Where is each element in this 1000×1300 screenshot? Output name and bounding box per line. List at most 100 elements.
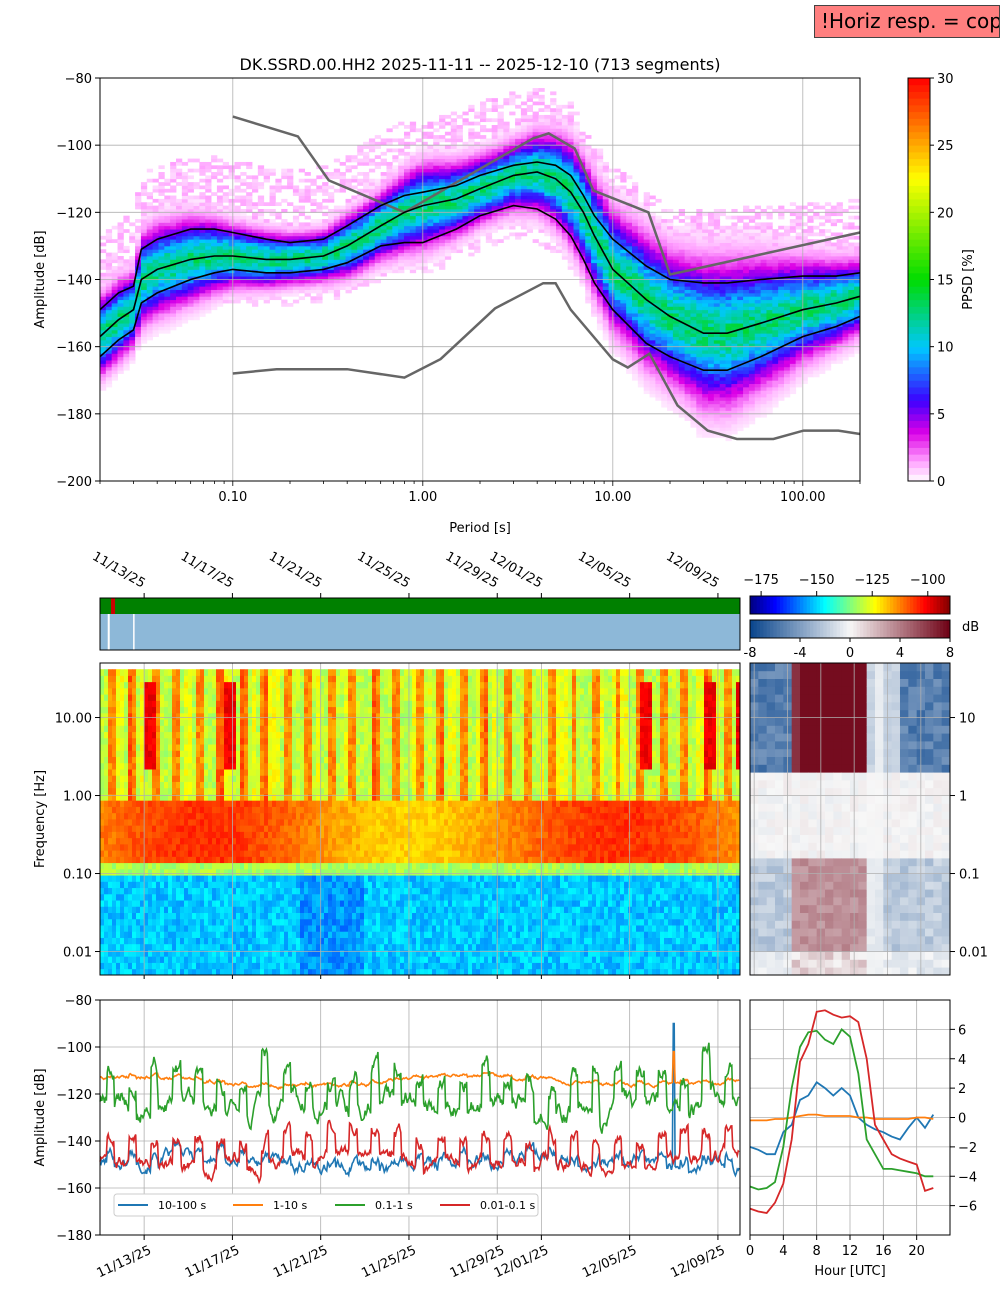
band-date-tick-label: 11/17/25 <box>183 1243 242 1281</box>
ppsd-title: DK.SSRD.00.HH2 2025-11-11 -- 2025-12-10 … <box>240 55 721 74</box>
coverage-strip <box>100 614 740 650</box>
diurnal-bands-x-tick-label: 12 <box>842 1244 859 1259</box>
band-date-tick-label: 12/05/25 <box>580 1243 639 1281</box>
top-date-tick-label: 11/17/25 <box>178 549 236 591</box>
coverage-gap-marker <box>133 614 135 650</box>
ppsd-y-tick-label: −80 <box>65 72 92 87</box>
diurnal-grid <box>750 663 950 975</box>
diurnal-heatmap-panel: 10 1 0.1 0.01 <box>749 662 988 976</box>
new-low-noise-model <box>232 281 861 441</box>
ppsd-histogram <box>100 88 861 442</box>
band-date-tick-label: 11/13/25 <box>95 1243 154 1281</box>
legend-label: 1-10 s <box>273 1199 307 1212</box>
diurnal-bands-y-tick-label: −2 <box>958 1141 977 1156</box>
availability-strip <box>100 598 740 614</box>
spectrogram-colorbar-tick-label: −125 <box>854 573 890 588</box>
ppsd-x-tick-label: 10.00 <box>594 490 631 505</box>
ppsd-y-label: Amplitude [dB] <box>33 230 48 328</box>
ppsd-y-tick-label: −140 <box>56 274 92 289</box>
band-y-tick-label: −140 <box>56 1135 92 1150</box>
diurnal-colorbar-tick-label: 4 <box>896 646 904 661</box>
diurnal-bands-x-tick-label: 4 <box>779 1244 787 1259</box>
diurnal-bands-panel: 0 4 8 12 16 20 −6 −4 −2 0 2 4 6 Hour [UTC] <box>746 999 977 1279</box>
percentile-upper-line <box>99 161 861 311</box>
diurnal-bands-y-tick-label: 0 <box>958 1112 966 1127</box>
diurnal-y-tick-label: 10 <box>959 712 976 727</box>
ppsd-colorbar-tick-label: 20 <box>937 206 954 221</box>
coverage-gap-marker <box>107 614 110 650</box>
diurnal-band-line <box>749 1027 934 1191</box>
ppsd-x-tick-label: 1.00 <box>408 490 437 505</box>
diurnal-bands-y-tick-label: 2 <box>958 1082 966 1097</box>
ppsd-y-tick-label: −160 <box>56 341 92 356</box>
band-y-tick-label: −180 <box>56 1229 92 1244</box>
band-date-tick-label: 12/09/25 <box>668 1243 727 1281</box>
band-timeseries-frame <box>99 999 741 1236</box>
ppsd-colorbar-tick-label: 0 <box>937 475 945 490</box>
spectrogram-colorbar-tick-label: −100 <box>910 573 946 588</box>
status-panel: 11/13/25 11/17/25 11/21/25 11/25/25 11/29/25… <box>90 549 741 651</box>
ppsd-y-tick-label: −180 <box>56 408 92 423</box>
spectrogram-y-tick-label: 0.01 <box>63 946 92 961</box>
diurnal-frame <box>749 662 951 976</box>
band-y-label: Amplitude [dB] <box>33 1068 48 1166</box>
diurnal-bands-x-tick-label: 16 <box>875 1244 892 1259</box>
legend-label: 10-100 s <box>158 1199 206 1212</box>
spectrogram-frame <box>99 662 741 976</box>
spectrogram-panel: 0.01 0.10 1.00 10.00 Frequency [Hz] <box>33 662 741 979</box>
spectrogram-y-tick-label: 10.00 <box>55 712 92 727</box>
legend-label: 0.01-0.1 s <box>480 1199 535 1212</box>
diurnal-bands-x-tick-label: 20 <box>908 1244 925 1259</box>
diurnal-colorbar: -8 -4 0 4 8 dB <box>744 619 979 661</box>
ppsd-y-tick-label: −100 <box>56 139 92 154</box>
diurnal-bands-x-tick-label: 8 <box>813 1244 821 1259</box>
ppsd-colorbar-tick-label: 30 <box>937 72 954 87</box>
ppsd-colorbar-tick-label: 25 <box>937 139 954 154</box>
band-date-tick-label: 11/21/25 <box>271 1243 330 1281</box>
ppsd-colorbar-tick-label: 10 <box>937 341 954 356</box>
availability-gap-marker <box>111 598 116 614</box>
ppsd-y-tick-label: −200 <box>56 475 92 490</box>
ppsd-x-tick-label: 0.10 <box>218 490 247 505</box>
diurnal-y-tick-label: 0.1 <box>959 868 980 883</box>
band-y-tick-label: −160 <box>56 1182 92 1197</box>
ppsd-x-label: Period [s] <box>449 521 511 536</box>
spectrogram-colorbar-tick-label: −175 <box>743 573 779 588</box>
band-date-tick-label: 11/25/25 <box>359 1243 418 1281</box>
legend-label: 0.1-1 s <box>375 1199 413 1212</box>
band-legend-box <box>113 1193 539 1217</box>
ppsd-colorbar-tick-label: 5 <box>937 408 945 423</box>
diurnal-bands-x-tick-label: 0 <box>746 1244 754 1259</box>
band-y-tick-label: −80 <box>65 994 92 1009</box>
percentile-lower-line <box>99 204 861 372</box>
spectrogram-blank-band <box>100 663 740 671</box>
diurnal-band-line <box>749 1081 935 1156</box>
diurnal-colorbar-label: dB <box>962 620 979 635</box>
diurnal-colorbar-tick-label: -4 <box>794 646 807 661</box>
spectrogram-colorbar-frame <box>749 595 951 615</box>
band-series-line <box>99 1050 740 1091</box>
ppsd-panel: 0.10 1.00 10.00 100.00 −200 −180 −160 −140 −120 −… <box>33 55 976 536</box>
band-timeseries-panel: −180 −160 −140 −120 −100 −80 Amplitude [dB] 11/… <box>33 994 741 1281</box>
band-y-tick-label: −100 <box>56 1041 92 1056</box>
ppsd-x-tick-label: 100.00 <box>780 490 826 505</box>
spectrogram-grid <box>100 663 740 975</box>
top-date-tick-label: 12/09/25 <box>663 549 721 591</box>
band-series-line <box>99 1119 740 1185</box>
spectrogram-colorbar-tick-label: −150 <box>799 573 835 588</box>
diurnal-bands-x-label: Hour [UTC] <box>814 1264 885 1279</box>
diurnal-bands-y-tick-label: −4 <box>958 1170 977 1185</box>
band-series-line <box>99 1042 740 1134</box>
new-high-noise-model <box>232 115 861 276</box>
diurnal-bands-y-tick-label: 6 <box>958 1023 966 1038</box>
diurnal-bands-y-tick-label: 4 <box>958 1053 966 1068</box>
top-date-tick-label: 12/05/25 <box>575 549 633 591</box>
response-warning-label: !Horiz resp. = copy <box>814 5 1000 38</box>
top-date-tick-label: 11/21/25 <box>266 549 324 591</box>
band-series-line <box>99 1022 740 1178</box>
diurnal-y-tick-label: 0.01 <box>959 946 988 961</box>
diurnal-band-line <box>749 1009 934 1214</box>
band-legend: 10-100 s 1-10 s 0.1-1 s 0.01-0.1 s <box>113 1193 539 1217</box>
ppsd-colorbar: 0 5 10 15 20 25 30 PPSD [%] <box>907 72 976 490</box>
